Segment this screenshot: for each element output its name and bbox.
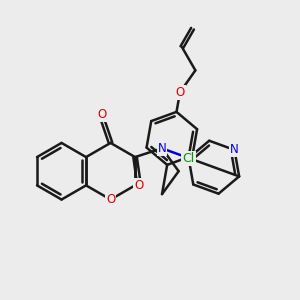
Text: Cl: Cl — [182, 152, 195, 164]
Text: O: O — [98, 108, 107, 121]
Text: O: O — [175, 86, 184, 99]
Text: N: N — [230, 143, 239, 156]
Text: O: O — [106, 193, 115, 206]
Text: N: N — [158, 142, 166, 155]
Text: O: O — [134, 179, 143, 192]
